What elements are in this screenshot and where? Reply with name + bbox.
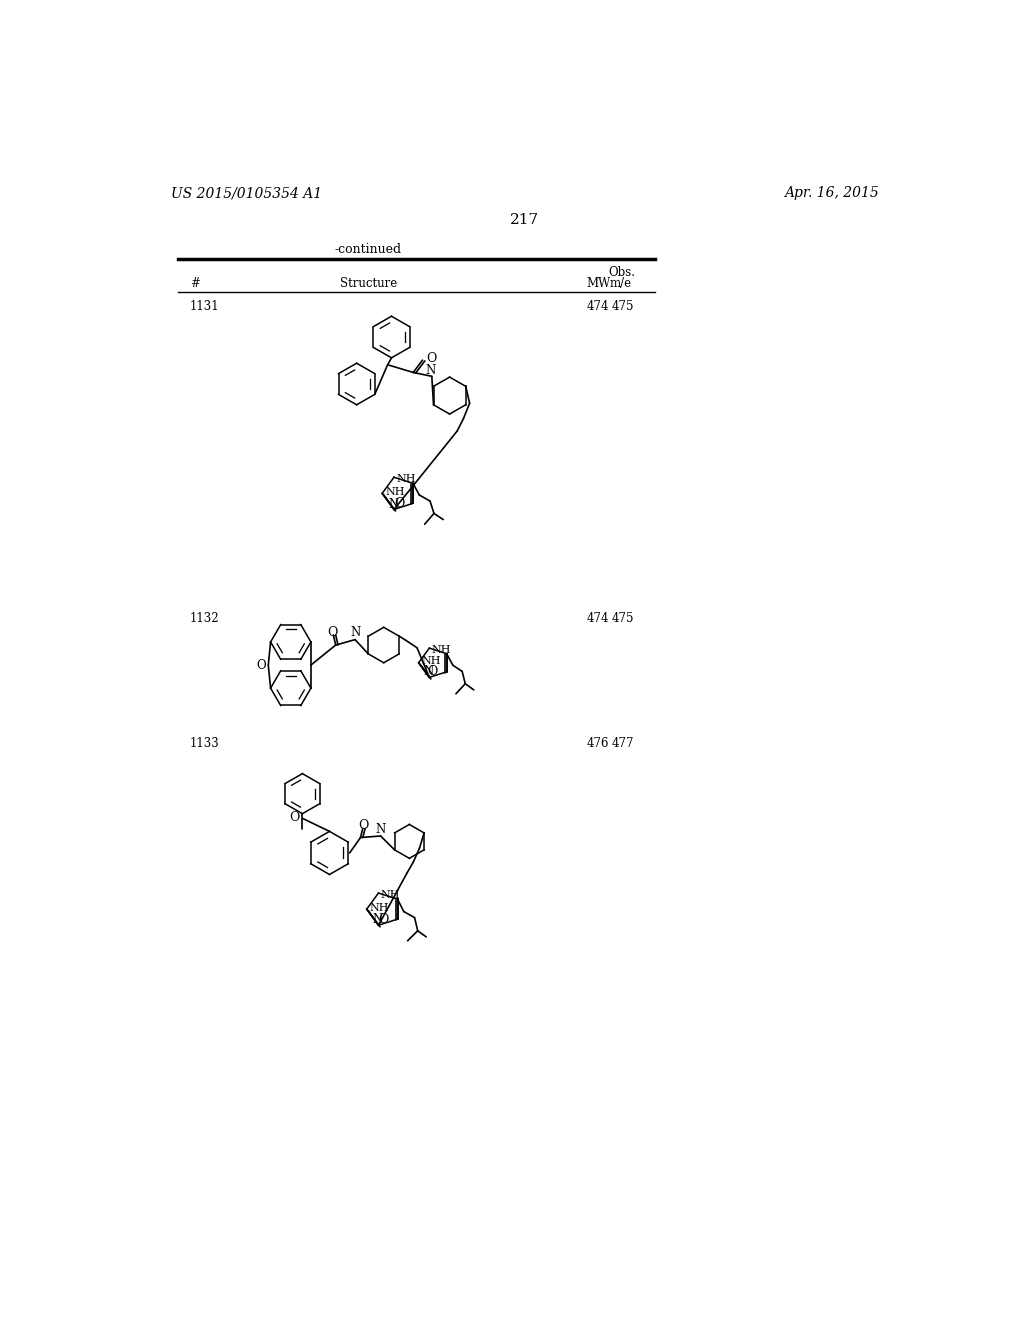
Text: 474: 474 [587, 300, 609, 313]
Text: N: N [350, 626, 360, 639]
Text: 477: 477 [611, 737, 634, 750]
Text: NH: NH [381, 890, 400, 899]
Text: 217: 217 [510, 213, 540, 227]
Text: Obs.: Obs. [608, 265, 636, 279]
Text: O: O [290, 810, 300, 824]
Text: NH: NH [370, 903, 389, 912]
Text: Structure: Structure [340, 277, 397, 290]
Text: Apr. 16, 2015: Apr. 16, 2015 [784, 186, 879, 201]
Text: 1132: 1132 [190, 611, 219, 624]
Text: 475: 475 [611, 300, 634, 313]
Text: -continued: -continued [335, 243, 401, 256]
Text: 1133: 1133 [190, 737, 220, 750]
Text: O: O [358, 820, 369, 833]
Text: N: N [373, 912, 383, 925]
Text: N: N [388, 498, 398, 511]
Text: 476: 476 [587, 737, 609, 750]
Text: US 2015/0105354 A1: US 2015/0105354 A1 [171, 186, 322, 201]
Text: O: O [426, 352, 437, 366]
Text: O: O [394, 496, 404, 510]
Text: MW: MW [587, 277, 611, 290]
Text: 1131: 1131 [190, 300, 219, 313]
Text: 474: 474 [587, 611, 609, 624]
Text: O: O [328, 626, 338, 639]
Text: NH: NH [432, 644, 452, 655]
Text: 475: 475 [611, 611, 634, 624]
Text: N: N [424, 665, 434, 677]
Text: O: O [428, 665, 438, 678]
Text: NH: NH [422, 656, 441, 667]
Text: O: O [379, 912, 389, 925]
Text: #: # [190, 277, 200, 290]
Text: O: O [256, 659, 266, 672]
Text: N: N [376, 822, 386, 836]
Text: NH: NH [385, 487, 404, 496]
Text: m/e: m/e [610, 277, 632, 290]
Text: N: N [425, 364, 435, 378]
Text: NH: NH [396, 474, 416, 483]
